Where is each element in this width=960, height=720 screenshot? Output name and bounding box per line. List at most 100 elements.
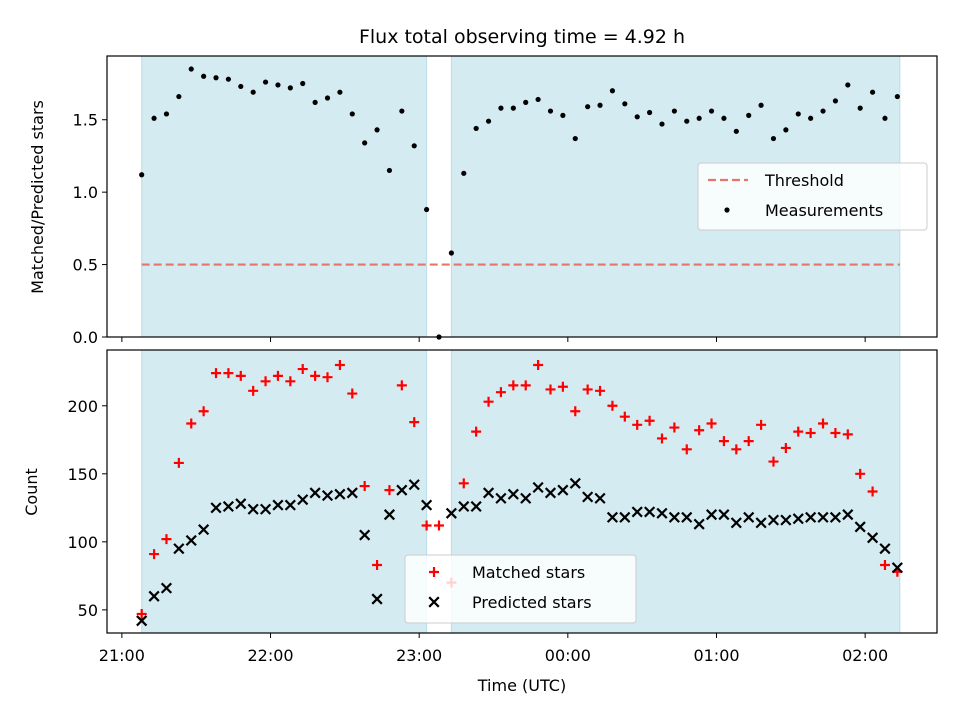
predicted-star-point (334, 488, 346, 500)
matched-star-point (297, 364, 308, 375)
measurement-point (869, 89, 876, 95)
measurement-point (176, 93, 182, 100)
predicted-star-point (718, 509, 730, 521)
predicted-star-point (780, 514, 792, 526)
matched-star-point (495, 387, 506, 398)
y-tick-label: 1.5 (73, 111, 98, 130)
predicted-star-point (532, 481, 544, 493)
measurement-point (684, 118, 690, 124)
matched-star-point (359, 481, 370, 492)
predicted-star-point (309, 487, 321, 499)
observing-window-1 (141, 349, 428, 634)
measurement-point (696, 115, 702, 121)
measurement-point (275, 82, 281, 88)
predicted-star-point (495, 492, 507, 504)
measurement-point (671, 108, 677, 114)
matched-star-point (173, 457, 184, 468)
matched-star-point (508, 380, 519, 391)
measurement-point (238, 83, 244, 90)
matched-star-point (235, 370, 246, 381)
matched-star-point (706, 418, 717, 429)
measurement-point (634, 114, 640, 120)
matched-star-point (632, 419, 643, 430)
matched-star-point (483, 396, 494, 407)
matched-star-point (260, 376, 271, 387)
legend-label: Matched stars (472, 563, 585, 582)
matched-star-point (161, 534, 172, 545)
x-tick-label: 21:00 (99, 646, 145, 665)
predicted-star-point (631, 506, 643, 518)
measurement-point (225, 76, 232, 82)
predicted-star-point (408, 479, 420, 491)
measurement-point (622, 101, 628, 107)
predicted-star-point (681, 511, 693, 523)
predicted-star-point (842, 509, 854, 521)
measurement-point (845, 82, 851, 88)
top-plot-marks (139, 66, 900, 340)
predicted-star-point (644, 506, 656, 518)
matched-star-point (768, 456, 779, 467)
measurement-point (287, 85, 293, 91)
matched-star-point (619, 411, 630, 422)
measurement-point (411, 143, 417, 149)
predicted-star-point (470, 500, 482, 513)
top-axes-frame (106, 55, 938, 338)
predicted-star-point (594, 492, 606, 504)
predicted-star-point (383, 509, 396, 521)
measurement-point (758, 102, 764, 108)
predicted-star-point (198, 524, 210, 536)
measurement-point (808, 115, 814, 121)
predicted-star-point (458, 500, 470, 513)
predicted-star-point (520, 492, 532, 504)
measurement-point (300, 80, 306, 87)
measurement-point (894, 93, 900, 100)
measurement-point (250, 89, 256, 95)
matched-star-point (149, 549, 160, 560)
predicted-star-point (247, 503, 259, 515)
counts-panel: 50 100 150 200 21:00 22:00 23:00 00:00 01:00 02:0… (22, 349, 938, 695)
predicted-star-point (148, 590, 160, 602)
predicted-star-point (767, 514, 780, 526)
measurement-point (485, 118, 492, 124)
matched-star-point (248, 385, 259, 396)
matched-star-point (409, 417, 420, 428)
matched-star-point (879, 559, 890, 570)
matched-star-point (718, 436, 729, 447)
predicted-star-point (805, 511, 817, 523)
matched-star-point (607, 400, 618, 411)
matched-star-point (780, 442, 791, 453)
predicted-star-point (421, 499, 433, 511)
y-tick-label: 0.5 (73, 256, 98, 275)
predicted-star-point (371, 593, 383, 605)
predicted-star-point (185, 534, 197, 547)
predicted-star-point (891, 562, 903, 574)
matched-star-point (396, 380, 407, 391)
measurement-point (424, 206, 430, 213)
predicted-star-point (693, 518, 705, 530)
y-tick-label: 1.0 (73, 183, 98, 202)
matched-star-point (458, 478, 469, 489)
measurement-point (547, 108, 554, 114)
matched-star-point (136, 608, 147, 619)
predicted-star-point (507, 488, 519, 500)
matched-star-point (186, 418, 197, 429)
matched-star-point (372, 559, 383, 570)
matched-star-point (644, 415, 655, 426)
predicted-star-point (569, 477, 581, 489)
predicted-star-point (705, 509, 718, 521)
measurement-point (535, 96, 541, 103)
matched-star-point (669, 422, 680, 433)
measurement-point (510, 105, 516, 111)
measurement-point (572, 135, 578, 142)
predicted-star-point (730, 517, 742, 529)
measurement-point (721, 115, 727, 121)
matched-star-point (818, 418, 829, 429)
measurement-point (783, 127, 789, 133)
measurement-point (324, 95, 331, 101)
measurement-point (795, 111, 801, 117)
measurement-point (832, 98, 839, 104)
predicted-star-point (136, 615, 148, 627)
measurement-point (337, 89, 343, 95)
chart-title: Flux total observing time = 4.92 h (359, 26, 685, 48)
